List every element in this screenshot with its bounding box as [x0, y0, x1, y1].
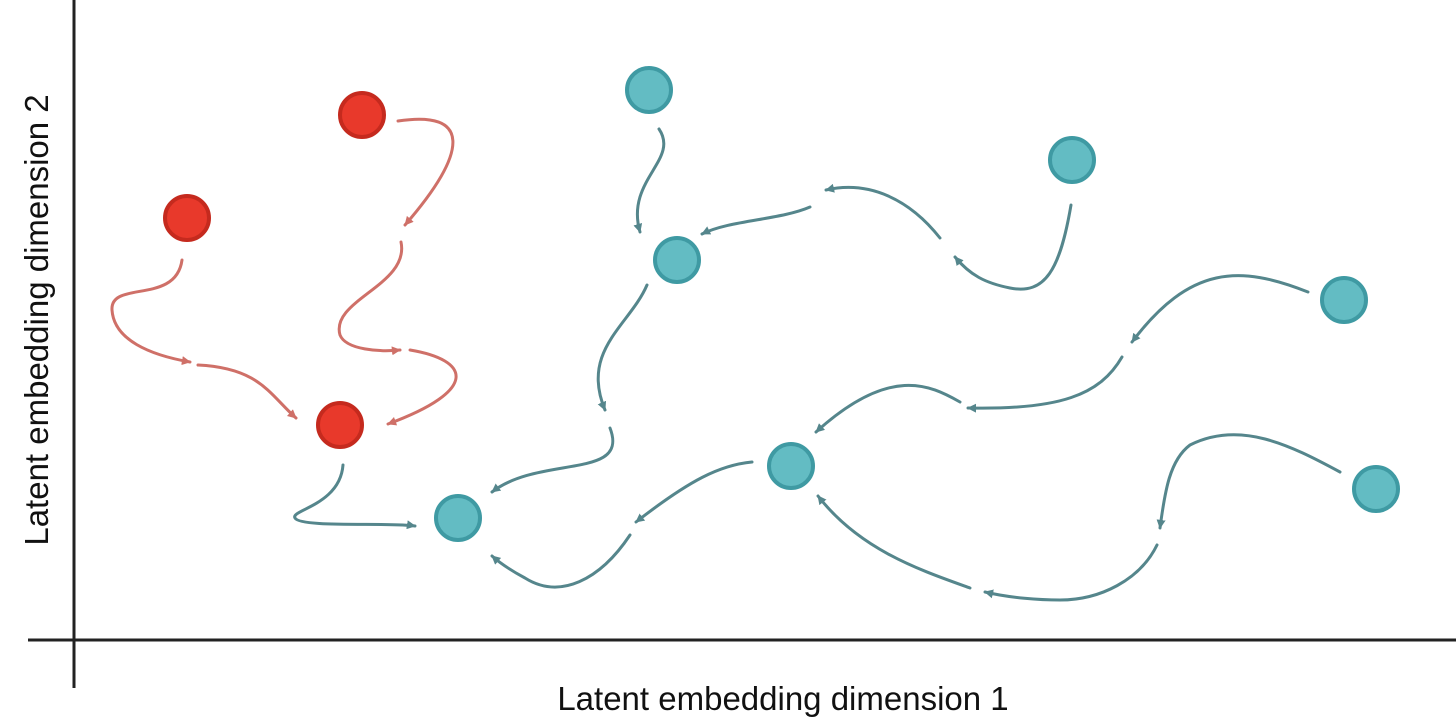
- red-arrow: [196, 363, 298, 420]
- teal-arrow: [953, 203, 1073, 291]
- teal-arrow: [814, 384, 962, 434]
- teal-node: [767, 442, 815, 490]
- red-node: [338, 91, 386, 139]
- teal-node: [625, 66, 673, 114]
- teal-node: [1352, 465, 1400, 513]
- teal-arrow: [293, 463, 417, 530]
- teal-node: [1320, 276, 1368, 324]
- red-arrow: [110, 258, 192, 366]
- red-arrows: [110, 117, 458, 426]
- teal-arrow: [816, 494, 972, 590]
- teal-arrow: [1130, 274, 1310, 344]
- teal-node: [1048, 136, 1096, 184]
- teal-arrow: [1156, 433, 1342, 530]
- red-nodes: [163, 91, 386, 449]
- teal-arrow: [490, 426, 615, 494]
- x-axis-label: Latent embedding dimension 1: [557, 680, 1008, 717]
- teal-node: [434, 494, 482, 542]
- red-node: [316, 401, 364, 449]
- teal-node: [653, 236, 701, 284]
- red-node: [163, 194, 211, 242]
- y-axis-label: Latent embedding dimension 2: [18, 94, 55, 545]
- teal-arrow: [633, 127, 666, 234]
- red-arrow: [396, 117, 455, 227]
- teal-arrow: [634, 460, 754, 524]
- teal-arrow: [700, 205, 812, 236]
- teal-arrow: [490, 533, 632, 589]
- teal-arrow: [824, 183, 942, 240]
- teal-nodes: [434, 66, 1400, 542]
- teal-arrow: [596, 283, 649, 412]
- red-arrow: [337, 240, 404, 356]
- teal-arrow: [966, 355, 1124, 413]
- teal-arrows: [293, 127, 1342, 602]
- teal-arrow: [983, 543, 1159, 602]
- red-arrow: [386, 348, 458, 426]
